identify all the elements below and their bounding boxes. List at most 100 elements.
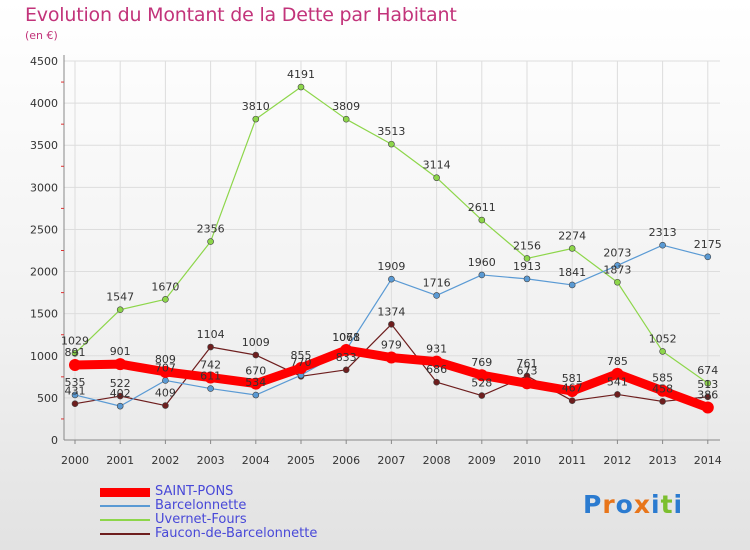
logo-letter: o bbox=[615, 490, 634, 519]
data-label: 833 bbox=[336, 351, 357, 364]
data-label: 901 bbox=[110, 345, 131, 358]
data-point bbox=[249, 377, 262, 390]
data-point bbox=[523, 255, 531, 262]
chart-title: Evolution du Montant de la Dette par Hab… bbox=[25, 4, 457, 26]
data-label: 513 bbox=[697, 378, 718, 391]
y-tick-label: 1500 bbox=[30, 308, 58, 321]
data-point bbox=[704, 393, 712, 401]
data-label: 402 bbox=[110, 387, 131, 400]
data-point bbox=[71, 391, 79, 399]
data-label: 2611 bbox=[468, 201, 496, 214]
series-lines bbox=[69, 83, 714, 414]
data-label: 1841 bbox=[558, 266, 586, 279]
data-label: 979 bbox=[381, 339, 402, 352]
x-tick-label: 2004 bbox=[242, 454, 270, 467]
data-label: 1913 bbox=[513, 260, 541, 273]
data-point bbox=[207, 385, 214, 392]
data-point bbox=[71, 400, 79, 408]
data-label: 1547 bbox=[106, 291, 134, 304]
x-tick-label: 2011 bbox=[558, 454, 586, 467]
data-label: 770 bbox=[291, 356, 312, 369]
legend-swatch bbox=[100, 505, 150, 507]
data-point bbox=[295, 361, 307, 374]
data-label: 1909 bbox=[377, 260, 405, 273]
logo-letter: P bbox=[583, 490, 603, 519]
data-point bbox=[116, 392, 124, 400]
legend-swatch bbox=[100, 533, 150, 535]
data-point bbox=[342, 366, 350, 374]
legend-label: Barcelonnette bbox=[155, 498, 247, 513]
data-point bbox=[162, 296, 169, 303]
data-point bbox=[430, 355, 443, 368]
data-label: 1052 bbox=[649, 332, 677, 345]
data-label: 674 bbox=[697, 364, 718, 377]
grid bbox=[64, 60, 720, 441]
data-label: 1071 bbox=[332, 331, 360, 344]
x-tick-label: 2008 bbox=[423, 454, 451, 467]
data-label: 2175 bbox=[694, 238, 722, 251]
data-label: 458 bbox=[652, 382, 673, 395]
data-label: 581 bbox=[562, 372, 583, 385]
data-point bbox=[340, 344, 353, 357]
data-label: 4191 bbox=[287, 68, 315, 81]
data-point bbox=[116, 402, 124, 410]
data-point bbox=[388, 140, 395, 148]
x-tick-label: 2005 bbox=[287, 454, 315, 467]
data-label: 431 bbox=[65, 385, 86, 398]
data-label: 2313 bbox=[649, 226, 677, 239]
data-point bbox=[252, 115, 260, 123]
legend-label: Faucon-de-Barcelonnette bbox=[155, 526, 318, 541]
legend-label: SAINT-PONS bbox=[155, 484, 234, 499]
data-point bbox=[568, 281, 576, 289]
data-label: 534 bbox=[245, 376, 266, 389]
data-point bbox=[478, 216, 486, 224]
data-point bbox=[704, 379, 712, 387]
data-point bbox=[568, 397, 576, 404]
x-tick-label: 2002 bbox=[151, 454, 179, 467]
data-point bbox=[614, 262, 621, 269]
data-point bbox=[159, 365, 172, 378]
data-point bbox=[478, 392, 486, 399]
data-label: 3513 bbox=[377, 125, 405, 138]
legend-swatch bbox=[100, 488, 150, 497]
data-point bbox=[704, 253, 712, 261]
y-tick-label: 2000 bbox=[30, 266, 58, 279]
y-tick-label: 3500 bbox=[30, 139, 58, 152]
data-label: 809 bbox=[155, 353, 176, 366]
data-label: 891 bbox=[65, 346, 86, 359]
data-point bbox=[568, 245, 576, 252]
data-point bbox=[388, 275, 395, 283]
proxiti-logo: Proxiti bbox=[583, 490, 683, 519]
data-label: 386 bbox=[697, 388, 718, 401]
data-label: 3114 bbox=[423, 159, 451, 172]
data-label: 541 bbox=[607, 375, 628, 388]
data-label: 1374 bbox=[377, 305, 405, 318]
data-label: 1009 bbox=[242, 336, 270, 349]
x-tick-label: 2007 bbox=[377, 454, 405, 467]
data-label: 467 bbox=[562, 382, 583, 395]
data-label: 742 bbox=[200, 359, 221, 372]
data-label: 535 bbox=[65, 376, 86, 389]
data-label: 686 bbox=[426, 363, 447, 376]
data-label: 1716 bbox=[423, 276, 451, 289]
data-label: 1873 bbox=[603, 263, 631, 276]
data-point bbox=[207, 343, 214, 351]
x-tick-label: 2012 bbox=[603, 454, 631, 467]
data-point bbox=[69, 358, 81, 371]
data-label: 2356 bbox=[197, 223, 225, 236]
logo-letter: t bbox=[660, 490, 674, 519]
data-point bbox=[433, 378, 440, 386]
data-labels: 431 522 409 1104 1009 833 1374 686 528 761 467 541 4… bbox=[61, 68, 722, 401]
data-point bbox=[252, 351, 260, 359]
x-tick-label: 2013 bbox=[649, 454, 677, 467]
data-label: 1029 bbox=[61, 334, 89, 347]
data-label: 1670 bbox=[151, 280, 179, 293]
logo-letter: x bbox=[633, 490, 651, 519]
data-point bbox=[162, 402, 169, 409]
data-point bbox=[385, 351, 398, 364]
data-label: 585 bbox=[652, 372, 673, 385]
x-tick-label: 2006 bbox=[332, 454, 360, 467]
data-point bbox=[71, 350, 79, 357]
data-label: 2073 bbox=[603, 246, 631, 259]
